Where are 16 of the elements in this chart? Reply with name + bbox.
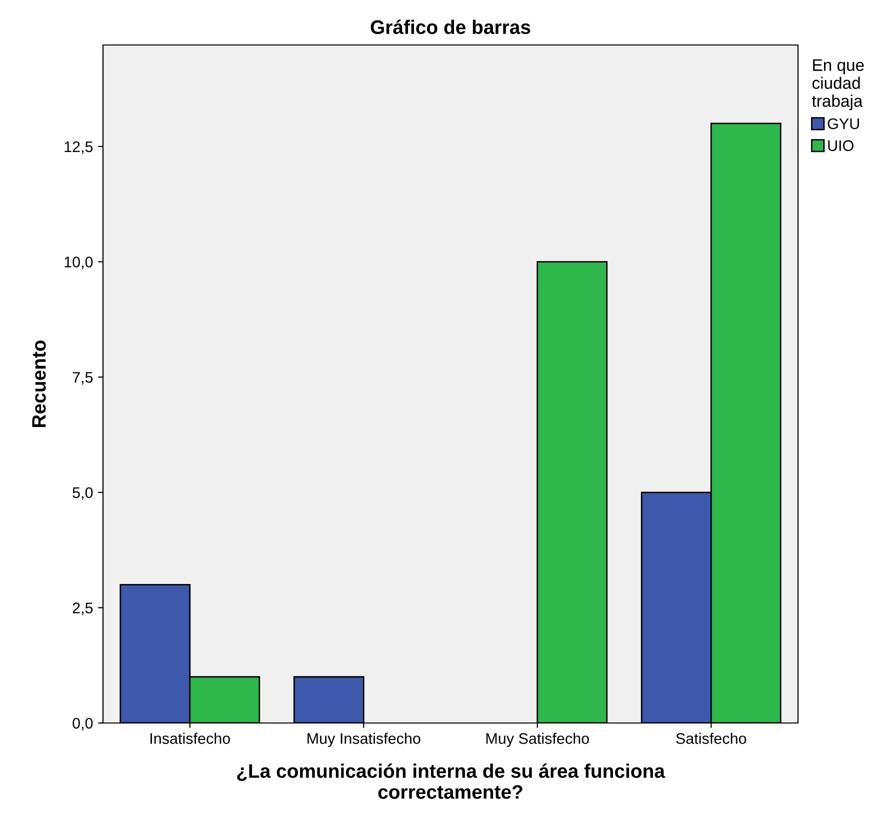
y-tick-label: 5,0 — [72, 487, 93, 500]
legend-label: GYU — [828, 118, 859, 130]
x-tick-label: Muy Insatisfecho — [308, 732, 420, 747]
y-tick-label: 12,5 — [64, 141, 93, 154]
chart-title: Gráfico de barras — [370, 20, 530, 34]
x-tick-label: Insatisfecho — [150, 732, 230, 744]
y-tick-label: 2,5 — [72, 602, 93, 616]
x-axis-title: ¿La comunicación interna de su área funciona correctamente? — [237, 763, 666, 799]
legend-title: En que ciudad trabaja — [812, 59, 864, 110]
y-tick-label: 0,0 — [72, 718, 93, 730]
y-tick-label: 7,5 — [72, 372, 93, 385]
legend-label: UIO — [828, 140, 854, 152]
y-tick-label: 10,0 — [64, 256, 93, 270]
y-axis-title: Recuento — [32, 340, 46, 427]
x-tick-label: Satisfecho — [676, 732, 746, 744]
x-tick-label: Muy Satisfecho — [486, 732, 589, 747]
